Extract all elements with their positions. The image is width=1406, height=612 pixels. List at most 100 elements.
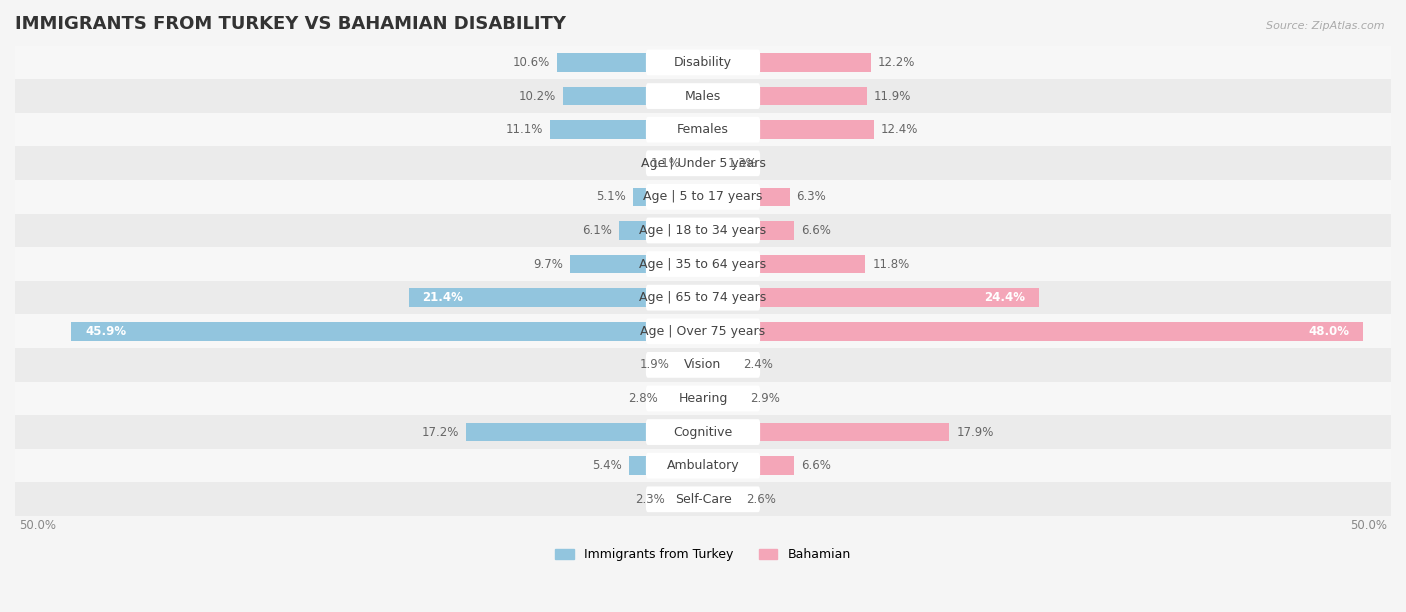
Bar	[15, 382, 1391, 416]
Bar	[628, 457, 703, 475]
Text: 5.1%: 5.1%	[596, 190, 626, 203]
Text: 6.3%: 6.3%	[797, 190, 827, 203]
FancyBboxPatch shape	[645, 151, 761, 176]
Bar	[703, 53, 870, 72]
Bar	[409, 288, 703, 307]
Bar	[703, 322, 1364, 340]
Bar	[703, 356, 735, 374]
Bar	[703, 457, 794, 475]
Text: Ambulatory: Ambulatory	[666, 459, 740, 472]
Bar	[557, 53, 703, 72]
Text: 12.2%: 12.2%	[877, 56, 915, 69]
FancyBboxPatch shape	[645, 117, 761, 143]
FancyBboxPatch shape	[645, 386, 761, 411]
Bar	[671, 490, 703, 509]
Text: 2.3%: 2.3%	[634, 493, 665, 506]
Text: 17.2%: 17.2%	[422, 425, 460, 439]
Bar	[15, 247, 1391, 281]
Bar	[15, 46, 1391, 80]
Text: 45.9%: 45.9%	[86, 325, 127, 338]
Text: Females: Females	[678, 123, 728, 136]
Bar	[703, 87, 866, 105]
Text: 2.4%: 2.4%	[742, 359, 773, 371]
FancyBboxPatch shape	[645, 251, 761, 277]
Text: 17.9%: 17.9%	[956, 425, 994, 439]
Bar	[562, 87, 703, 105]
Bar	[665, 389, 703, 408]
Text: 5.4%: 5.4%	[592, 459, 621, 472]
Bar	[467, 423, 703, 441]
Text: 11.9%: 11.9%	[873, 89, 911, 103]
Text: Self-Care: Self-Care	[675, 493, 731, 506]
Bar	[15, 146, 1391, 180]
Bar	[15, 482, 1391, 516]
Bar	[703, 255, 865, 274]
Bar	[15, 348, 1391, 382]
FancyBboxPatch shape	[645, 318, 761, 344]
Bar	[15, 80, 1391, 113]
Bar	[550, 121, 703, 139]
Text: Hearing: Hearing	[678, 392, 728, 405]
Bar	[703, 222, 794, 240]
Text: 6.6%: 6.6%	[800, 459, 831, 472]
Legend: Immigrants from Turkey, Bahamian: Immigrants from Turkey, Bahamian	[550, 543, 856, 566]
Text: 6.6%: 6.6%	[800, 224, 831, 237]
Text: 1.9%: 1.9%	[640, 359, 671, 371]
Text: Age | 35 to 64 years: Age | 35 to 64 years	[640, 258, 766, 271]
Bar	[15, 180, 1391, 214]
Text: 11.8%: 11.8%	[872, 258, 910, 271]
Bar	[703, 188, 790, 206]
Text: Source: ZipAtlas.com: Source: ZipAtlas.com	[1267, 21, 1385, 31]
Text: 1.3%: 1.3%	[728, 157, 758, 170]
Text: Age | 18 to 34 years: Age | 18 to 34 years	[640, 224, 766, 237]
Bar	[569, 255, 703, 274]
Bar	[15, 214, 1391, 247]
Text: 21.4%: 21.4%	[422, 291, 463, 304]
Text: Age | Under 5 years: Age | Under 5 years	[641, 157, 765, 170]
Text: 2.9%: 2.9%	[749, 392, 780, 405]
Text: 9.7%: 9.7%	[533, 258, 562, 271]
Bar	[703, 490, 738, 509]
Text: Age | 65 to 74 years: Age | 65 to 74 years	[640, 291, 766, 304]
Text: Age | 5 to 17 years: Age | 5 to 17 years	[644, 190, 762, 203]
FancyBboxPatch shape	[645, 419, 761, 445]
Bar	[703, 423, 949, 441]
Text: Males: Males	[685, 89, 721, 103]
Text: 1.1%: 1.1%	[651, 157, 681, 170]
Bar	[15, 113, 1391, 146]
Bar	[633, 188, 703, 206]
Text: 24.4%: 24.4%	[984, 291, 1025, 304]
Text: Vision: Vision	[685, 359, 721, 371]
Text: 48.0%: 48.0%	[1309, 325, 1350, 338]
Bar	[703, 121, 873, 139]
Text: 10.6%: 10.6%	[513, 56, 550, 69]
FancyBboxPatch shape	[645, 218, 761, 244]
Bar	[15, 449, 1391, 482]
Bar	[15, 416, 1391, 449]
Text: 2.6%: 2.6%	[745, 493, 776, 506]
Bar	[15, 281, 1391, 315]
Text: 2.8%: 2.8%	[628, 392, 658, 405]
Bar	[72, 322, 703, 340]
Text: 12.4%: 12.4%	[880, 123, 918, 136]
Text: 10.2%: 10.2%	[519, 89, 555, 103]
Text: 11.1%: 11.1%	[506, 123, 543, 136]
Bar	[703, 154, 721, 173]
FancyBboxPatch shape	[645, 285, 761, 310]
FancyBboxPatch shape	[645, 184, 761, 210]
Bar	[15, 315, 1391, 348]
Text: IMMIGRANTS FROM TURKEY VS BAHAMIAN DISABILITY: IMMIGRANTS FROM TURKEY VS BAHAMIAN DISAB…	[15, 15, 567, 33]
Bar	[676, 356, 703, 374]
Text: 6.1%: 6.1%	[582, 224, 612, 237]
Text: Cognitive: Cognitive	[673, 425, 733, 439]
Bar	[703, 288, 1039, 307]
Bar	[703, 389, 742, 408]
FancyBboxPatch shape	[645, 487, 761, 512]
FancyBboxPatch shape	[645, 50, 761, 75]
Text: Disability: Disability	[673, 56, 733, 69]
FancyBboxPatch shape	[645, 453, 761, 479]
FancyBboxPatch shape	[645, 352, 761, 378]
FancyBboxPatch shape	[645, 83, 761, 109]
Bar	[619, 222, 703, 240]
Text: Age | Over 75 years: Age | Over 75 years	[641, 325, 765, 338]
